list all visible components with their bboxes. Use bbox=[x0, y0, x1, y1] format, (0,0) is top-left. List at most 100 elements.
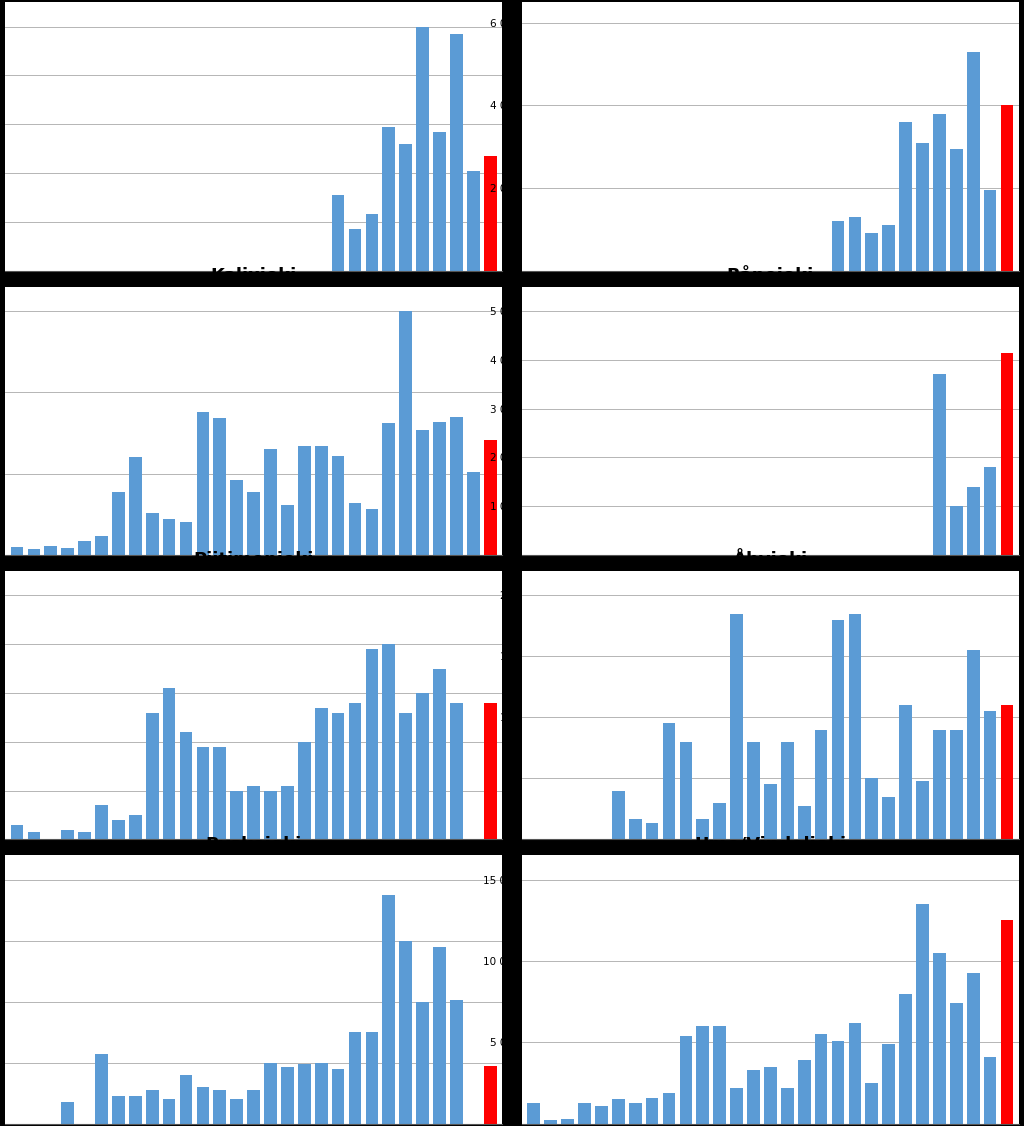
Bar bbox=[281, 504, 294, 555]
Bar bbox=[112, 492, 125, 555]
Bar bbox=[865, 778, 879, 839]
Bar bbox=[663, 724, 676, 839]
Bar bbox=[916, 780, 929, 839]
Bar bbox=[1000, 352, 1014, 555]
Title: Ume/Vindeljoki: Ume/Vindeljoki bbox=[694, 835, 847, 854]
Bar bbox=[484, 155, 497, 270]
Bar bbox=[899, 993, 912, 1124]
Bar bbox=[646, 823, 658, 839]
Bar bbox=[680, 742, 692, 839]
Bar bbox=[179, 732, 193, 839]
Bar bbox=[950, 149, 963, 270]
Bar bbox=[798, 806, 811, 839]
Bar bbox=[595, 1106, 607, 1124]
Bar bbox=[145, 512, 159, 555]
Bar bbox=[230, 1099, 243, 1124]
Bar bbox=[849, 1022, 861, 1124]
Bar bbox=[663, 1093, 676, 1124]
Bar bbox=[1000, 920, 1014, 1124]
Bar bbox=[129, 1097, 141, 1124]
Bar bbox=[451, 703, 463, 839]
Bar bbox=[849, 614, 861, 839]
Bar bbox=[281, 1067, 294, 1124]
Bar bbox=[561, 1119, 573, 1124]
Bar bbox=[831, 1040, 845, 1124]
Bar bbox=[213, 419, 226, 555]
Bar bbox=[451, 1000, 463, 1124]
Bar bbox=[197, 412, 209, 555]
Bar bbox=[264, 790, 276, 839]
Bar bbox=[899, 705, 912, 839]
Bar bbox=[247, 492, 260, 555]
Bar bbox=[264, 1063, 276, 1124]
Bar bbox=[950, 507, 963, 555]
Bar bbox=[78, 831, 91, 839]
Bar bbox=[383, 126, 395, 270]
Title: Byskejoki: Byskejoki bbox=[206, 835, 302, 854]
Bar bbox=[332, 1069, 344, 1124]
Bar bbox=[484, 1066, 497, 1124]
Bar bbox=[112, 1097, 125, 1124]
Bar bbox=[984, 712, 996, 839]
Bar bbox=[247, 786, 260, 839]
Bar bbox=[197, 1088, 209, 1124]
Title: Piitimenjoki: Piitimenjoki bbox=[194, 552, 313, 570]
Bar bbox=[950, 1003, 963, 1124]
Bar bbox=[383, 423, 395, 555]
Bar bbox=[899, 122, 912, 270]
Bar bbox=[366, 1033, 378, 1124]
Bar bbox=[417, 430, 429, 555]
Bar bbox=[332, 195, 344, 270]
Bar bbox=[298, 1064, 310, 1124]
Bar bbox=[984, 1057, 996, 1124]
Bar bbox=[95, 1054, 108, 1124]
Bar bbox=[44, 546, 57, 555]
Bar bbox=[264, 449, 276, 555]
Bar bbox=[366, 509, 378, 555]
Bar bbox=[298, 742, 310, 839]
Bar bbox=[348, 703, 361, 839]
Bar bbox=[399, 713, 412, 839]
Bar bbox=[112, 820, 125, 839]
Bar bbox=[451, 34, 463, 270]
Bar bbox=[61, 547, 74, 555]
Bar bbox=[433, 421, 445, 555]
Bar bbox=[950, 730, 963, 839]
Bar bbox=[467, 170, 479, 270]
Bar bbox=[163, 688, 175, 839]
Bar bbox=[748, 742, 760, 839]
Bar bbox=[764, 785, 777, 839]
Bar bbox=[332, 713, 344, 839]
Bar bbox=[815, 1035, 827, 1124]
Bar bbox=[781, 742, 794, 839]
Bar bbox=[298, 446, 310, 555]
Bar bbox=[95, 805, 108, 839]
Title: Rånejoki: Rånejoki bbox=[727, 265, 814, 285]
Bar bbox=[78, 542, 91, 555]
Bar bbox=[714, 1026, 726, 1124]
Bar bbox=[696, 819, 710, 839]
Bar bbox=[831, 619, 845, 839]
Bar bbox=[933, 953, 946, 1124]
Bar bbox=[883, 1044, 895, 1124]
Bar bbox=[314, 707, 328, 839]
Bar bbox=[247, 1090, 260, 1124]
Bar bbox=[467, 472, 479, 555]
Bar bbox=[849, 217, 861, 270]
Bar bbox=[527, 1102, 540, 1124]
Bar bbox=[197, 747, 209, 839]
Bar bbox=[163, 519, 175, 555]
Bar bbox=[451, 417, 463, 555]
Bar bbox=[764, 1066, 777, 1124]
Bar bbox=[933, 114, 946, 270]
Bar bbox=[865, 1083, 879, 1124]
Bar bbox=[383, 644, 395, 839]
Bar bbox=[629, 819, 641, 839]
Bar bbox=[433, 947, 445, 1124]
Bar bbox=[366, 214, 378, 270]
Bar bbox=[815, 730, 827, 839]
Bar bbox=[433, 132, 445, 270]
Bar bbox=[433, 669, 445, 839]
Bar bbox=[748, 1070, 760, 1124]
Bar bbox=[883, 225, 895, 270]
